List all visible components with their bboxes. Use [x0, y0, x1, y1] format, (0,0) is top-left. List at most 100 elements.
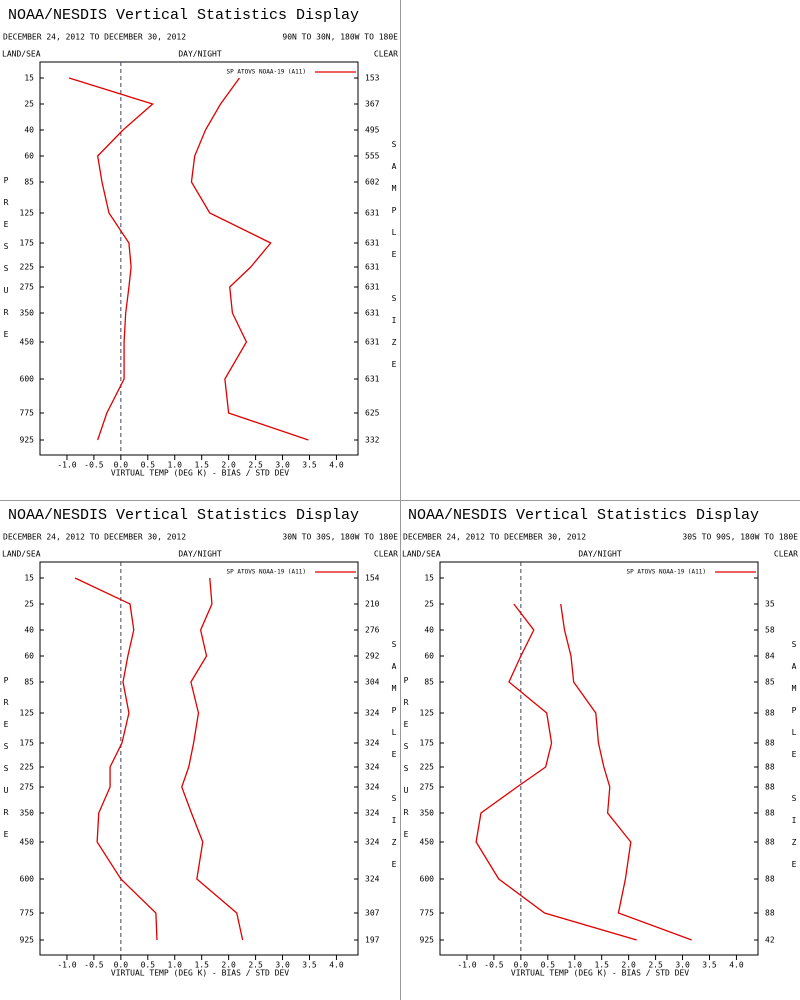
- x-tick-label: -0.5: [84, 461, 103, 470]
- y-tick-label: 125: [420, 709, 435, 718]
- x-tick-label: 2.5: [648, 961, 663, 970]
- land-sea: LAND/SEA: [402, 550, 441, 559]
- sample-size: 88: [765, 783, 775, 792]
- x-tick-label: 2.5: [248, 961, 263, 970]
- x-axis-label: VIRTUAL TEMP (DEG K) - BIAS / STD DEV: [111, 469, 289, 478]
- x-tick-label: 1.5: [194, 961, 209, 970]
- sample-size: 88: [765, 739, 775, 748]
- x-tick-label: 1.0: [168, 461, 183, 470]
- sample-size: 154: [365, 574, 380, 583]
- y-axis-label: PRESSURE: [402, 676, 411, 852]
- sample-size: 367: [365, 100, 380, 109]
- x-tick-label: 0.5: [541, 961, 556, 970]
- plot-frame: [39, 61, 359, 456]
- y-tick-label: 40: [24, 626, 34, 635]
- sample-size: 324: [365, 809, 380, 818]
- y-tick-label: 350: [420, 809, 435, 818]
- clear: CLEAR: [774, 550, 798, 559]
- x-tick-label: 0.0: [514, 961, 529, 970]
- x-tick-label: 2.0: [221, 961, 236, 970]
- x-tick-label: 1.0: [568, 961, 583, 970]
- x-tick-label: -1.0: [457, 961, 476, 970]
- x-tick-label: 3.0: [675, 961, 690, 970]
- sample-size: 631: [365, 375, 380, 384]
- x-tick-label: 1.5: [594, 961, 609, 970]
- region: 30S TO 90S, 180W TO 180E: [682, 533, 798, 542]
- sample-size: 631: [365, 338, 380, 347]
- y-tick-label: 85: [24, 178, 34, 187]
- y-tick-label: 275: [420, 783, 435, 792]
- sample-size: 304: [365, 678, 380, 687]
- sample-size: 292: [365, 652, 380, 661]
- profile-line: [475, 603, 637, 941]
- y-tick-label: 925: [420, 936, 435, 945]
- legend-label: SP ATOVS NOAA-19 (A11): [627, 569, 706, 576]
- y2-axis-label: SAMPLE SIZE: [790, 640, 799, 882]
- sample-size: 153: [365, 74, 380, 83]
- profile-line: [181, 577, 244, 941]
- land-sea: LAND/SEA: [2, 50, 41, 59]
- sample-size: 197: [365, 936, 380, 945]
- y-tick-label: 25: [24, 600, 34, 609]
- y-tick-label: 15: [24, 74, 34, 83]
- x-tick-label: 3.5: [702, 961, 717, 970]
- date-range: DECEMBER 24, 2012 TO DECEMBER 30, 2012: [403, 533, 586, 542]
- x-tick-label: 2.0: [621, 961, 636, 970]
- plot-frame: [39, 561, 359, 956]
- y-tick-label: 60: [424, 652, 434, 661]
- y-tick-label: 350: [20, 809, 35, 818]
- x-axis-label: VIRTUAL TEMP (DEG K) - BIAS / STD DEV: [511, 969, 689, 978]
- y-tick-label: 125: [20, 709, 35, 718]
- sample-size: 625: [365, 409, 380, 418]
- sample-size: 332: [365, 436, 380, 445]
- x-tick-label: -1.0: [57, 961, 76, 970]
- y-tick-label: 450: [420, 838, 435, 847]
- sample-size: 42: [765, 936, 775, 945]
- sample-size: 631: [365, 263, 380, 272]
- sample-size: 324: [365, 763, 380, 772]
- sample-size: 602: [365, 178, 380, 187]
- sample-size: 84: [765, 652, 775, 661]
- y-tick-label: 275: [20, 283, 35, 292]
- clear: CLEAR: [374, 550, 398, 559]
- y-tick-label: 775: [20, 909, 35, 918]
- profile-line: [190, 77, 309, 441]
- x-tick-label: 3.0: [275, 961, 290, 970]
- region: 30N TO 30S, 180W TO 180E: [282, 533, 398, 542]
- sample-size: 85: [765, 678, 775, 687]
- region: 90N TO 30N, 180W TO 180E: [282, 33, 398, 42]
- y-tick-label: 275: [20, 783, 35, 792]
- y-axis-label: PRESSURE: [2, 176, 11, 352]
- y-tick-label: 85: [424, 678, 434, 687]
- y-tick-label: 925: [20, 436, 35, 445]
- x-tick-label: 3.5: [302, 461, 317, 470]
- sample-size: 495: [365, 126, 380, 135]
- legend-label: SP ATOVS NOAA-19 (A11): [227, 69, 306, 76]
- panel: NOAA/NESDIS Vertical Statistics Display D…: [402, 507, 799, 978]
- x-tick-label: 4.0: [329, 461, 344, 470]
- x-tick-label: 0.0: [114, 461, 129, 470]
- sample-size: 631: [365, 239, 380, 248]
- x-tick-label: -0.5: [84, 961, 103, 970]
- profile-line: [68, 77, 154, 441]
- y-tick-label: 600: [20, 875, 35, 884]
- sample-size: 88: [765, 709, 775, 718]
- sample-size: 210: [365, 600, 380, 609]
- y-tick-label: 775: [20, 409, 35, 418]
- sample-size: 324: [365, 783, 380, 792]
- x-tick-label: -1.0: [57, 461, 76, 470]
- plot-frame: [439, 561, 759, 956]
- sample-size: 88: [765, 875, 775, 884]
- sample-size: 35: [765, 600, 775, 609]
- y-tick-label: 225: [20, 763, 35, 772]
- profile-line: [74, 577, 158, 941]
- x-tick-label: 2.5: [248, 461, 263, 470]
- sample-size: 555: [365, 152, 380, 161]
- y-tick-label: 60: [24, 152, 34, 161]
- x-tick-label: 1.0: [168, 961, 183, 970]
- sample-size: 324: [365, 709, 380, 718]
- sample-size: 631: [365, 209, 380, 218]
- sample-size: 631: [365, 309, 380, 318]
- x-tick-label: 0.0: [114, 961, 129, 970]
- y-tick-label: 40: [24, 126, 34, 135]
